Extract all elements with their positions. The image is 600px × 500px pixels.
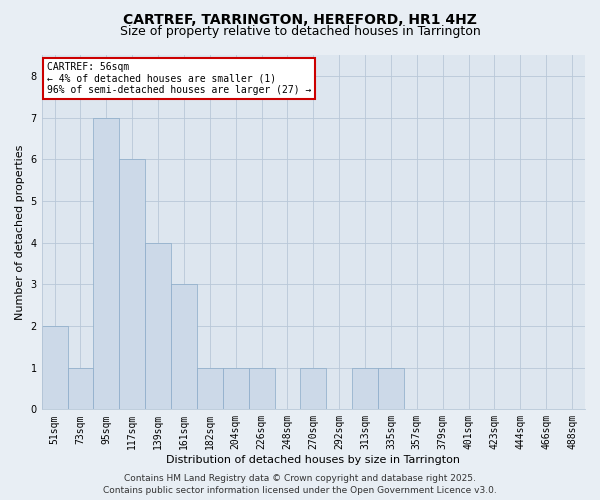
- Bar: [197, 368, 223, 410]
- Bar: [301, 368, 326, 410]
- Y-axis label: Number of detached properties: Number of detached properties: [15, 144, 25, 320]
- Bar: [41, 326, 68, 409]
- Text: Size of property relative to detached houses in Tarrington: Size of property relative to detached ho…: [119, 25, 481, 38]
- X-axis label: Distribution of detached houses by size in Tarrington: Distribution of detached houses by size …: [166, 455, 460, 465]
- Text: Contains HM Land Registry data © Crown copyright and database right 2025.
Contai: Contains HM Land Registry data © Crown c…: [103, 474, 497, 495]
- Bar: [352, 368, 378, 410]
- Bar: [223, 368, 248, 410]
- Bar: [248, 368, 275, 410]
- Bar: [145, 242, 171, 410]
- Bar: [171, 284, 197, 410]
- Bar: [94, 118, 119, 410]
- Bar: [68, 368, 94, 410]
- Bar: [119, 159, 145, 409]
- Text: CARTREF: 56sqm
← 4% of detached houses are smaller (1)
96% of semi-detached hous: CARTREF: 56sqm ← 4% of detached houses a…: [47, 62, 311, 96]
- Bar: [378, 368, 404, 410]
- Text: CARTREF, TARRINGTON, HEREFORD, HR1 4HZ: CARTREF, TARRINGTON, HEREFORD, HR1 4HZ: [123, 12, 477, 26]
